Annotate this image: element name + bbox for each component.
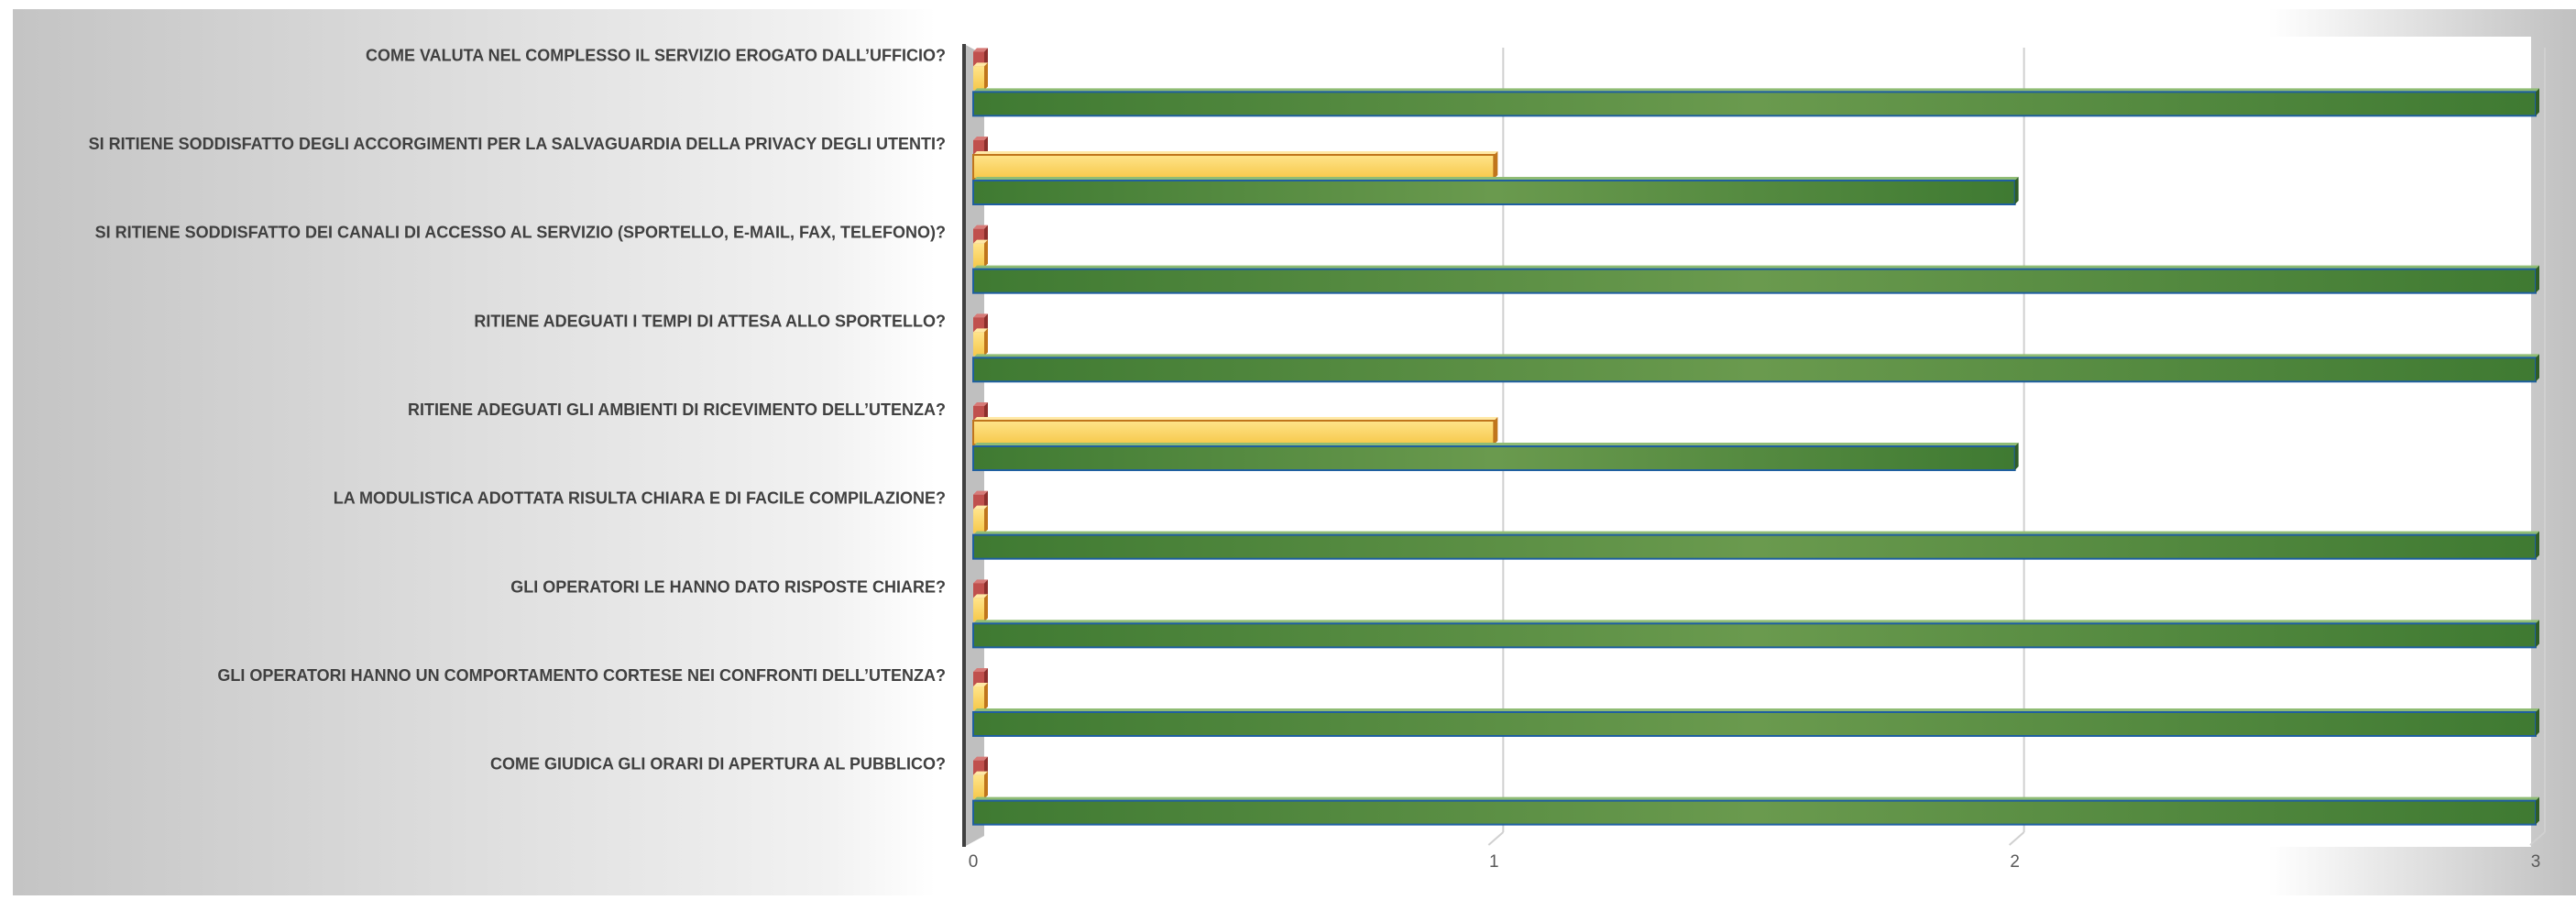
bar-series-2 bbox=[973, 239, 988, 268]
bar-series-2 bbox=[973, 771, 988, 799]
bar-series-3 bbox=[972, 708, 2539, 737]
bar-series-3 bbox=[972, 354, 2539, 383]
bar-series-3 bbox=[972, 88, 2539, 117]
bar-series-3 bbox=[972, 177, 2019, 205]
x-axis-ticks: 0 1 2 3 bbox=[969, 852, 2541, 872]
category-label: SI RITIENE SODDISFATTO DEGLI ACCORGIMENT… bbox=[89, 135, 946, 153]
bar-series-1 bbox=[973, 137, 988, 155]
bar-series-2 bbox=[973, 594, 988, 622]
bar-series-2 bbox=[972, 151, 1498, 180]
category-label: COME VALUTA NEL COMPLESSO IL SERVIZIO ER… bbox=[366, 46, 946, 64]
floor-gridline bbox=[2009, 831, 2025, 846]
x-tick-label: 0 bbox=[969, 852, 979, 872]
floor-gridline bbox=[1487, 831, 1504, 846]
category-labels: COME GIUDICA GLI ORARI DI APERTURA AL PU… bbox=[89, 46, 946, 773]
x-tick-label: 3 bbox=[2531, 852, 2541, 872]
bar-series-2 bbox=[973, 62, 988, 91]
x-tick-label: 2 bbox=[2010, 852, 2020, 872]
category-label: RITIENE ADEGUATI I TEMPI DI ATTESA ALLO … bbox=[474, 312, 946, 330]
bar-series-3 bbox=[972, 796, 2539, 826]
x-tick-label: 1 bbox=[1489, 852, 1499, 872]
bar-series-2 bbox=[973, 505, 988, 533]
bar-series-2 bbox=[973, 328, 988, 357]
category-label: GLI OPERATORI LE HANNO DATO RISPOSTE CHI… bbox=[510, 577, 946, 596]
bar-series-1 bbox=[973, 48, 988, 67]
bar-series-1 bbox=[973, 579, 988, 598]
bar-series-2 bbox=[973, 683, 988, 710]
category-label: SI RITIENE SODDISFATTO DEI CANALI DI ACC… bbox=[95, 224, 946, 242]
category-label: RITIENE ADEGUATI GLI AMBIENTI DI RICEVIM… bbox=[408, 401, 946, 419]
bar-series-3 bbox=[972, 620, 2539, 649]
category-label: COME GIUDICA GLI ORARI DI APERTURA AL PU… bbox=[490, 755, 946, 774]
bar-series-2 bbox=[972, 417, 1498, 445]
bar-series-3 bbox=[972, 531, 2539, 560]
bar-series-1 bbox=[973, 402, 988, 421]
bars bbox=[972, 48, 2539, 826]
floor-gridline bbox=[2529, 831, 2546, 846]
category-label: LA MODULISTICA ADOTTATA RISULTA CHIARA E… bbox=[334, 489, 946, 508]
bar-series-3 bbox=[972, 265, 2539, 294]
category-label: GLI OPERATORI HANNO UN COMPORTAMENTO COR… bbox=[217, 666, 946, 685]
bar-series-3 bbox=[972, 443, 2019, 471]
